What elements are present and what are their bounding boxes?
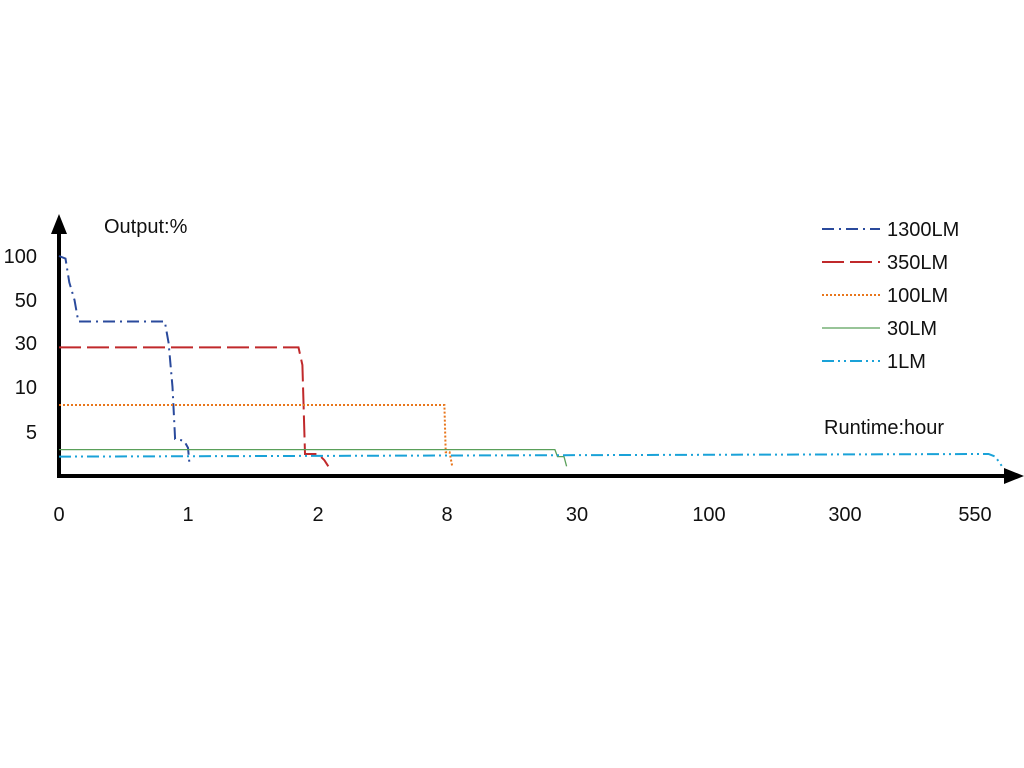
y-tick-label: 5 <box>26 422 37 444</box>
x-tick-label: 8 <box>441 504 452 526</box>
y-axis-arrow-icon <box>51 214 67 234</box>
series-line-1lm <box>58 452 1003 467</box>
y-tick-label: 100 <box>4 246 37 268</box>
series-line-30lm <box>59 448 568 467</box>
y-tick-label: 10 <box>15 377 37 399</box>
legend-label: 30LM <box>887 318 937 340</box>
legend-item: 1LM <box>822 351 926 373</box>
x-tick-label: 1 <box>182 504 193 526</box>
y-axis-title: Output:% <box>104 216 188 238</box>
y-tick-labels: 100 50 30 10 5 <box>4 246 37 444</box>
x-tick-label: 2 <box>312 504 323 526</box>
legend-item: 1300LM <box>822 219 959 241</box>
x-tick-label: 300 <box>828 504 861 526</box>
x-axis-title: Runtime:hour <box>824 417 944 439</box>
legend-label: 100LM <box>887 285 948 307</box>
x-tick-label: 0 <box>53 504 64 526</box>
x-axis-arrow-icon <box>1004 468 1024 484</box>
x-tick-label: 550 <box>958 504 991 526</box>
series-line-100lm <box>59 404 454 467</box>
x-tick-label: 30 <box>566 504 588 526</box>
series-layer <box>58 255 1003 467</box>
legend: 1300LM 350LM 100LM 30LM 1LM <box>822 219 959 373</box>
y-tick-label: 50 <box>15 290 37 312</box>
series-line-350lm <box>59 346 330 467</box>
legend-label: 1LM <box>887 351 926 373</box>
y-tick-label: 30 <box>15 333 37 355</box>
x-tick-label: 100 <box>692 504 725 526</box>
legend-label: 1300LM <box>887 219 959 241</box>
legend-item: 350LM <box>822 252 948 274</box>
legend-item: 100LM <box>822 285 948 307</box>
legend-label: 350LM <box>887 252 948 274</box>
legend-item: 30LM <box>822 318 937 340</box>
series-line-1300lm <box>58 255 191 462</box>
x-tick-labels: 0 1 2 8 30 100 300 550 <box>53 504 991 526</box>
axes <box>51 214 1024 484</box>
